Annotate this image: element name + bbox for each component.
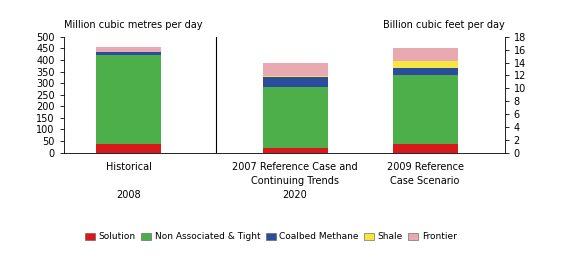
Bar bbox=[393, 144, 458, 153]
Bar bbox=[393, 48, 458, 61]
Bar bbox=[96, 47, 161, 52]
Text: Billion cubic feet per day: Billion cubic feet per day bbox=[383, 20, 505, 30]
Bar bbox=[263, 63, 328, 76]
Text: 2007 Reference Case and
Continuing Trends
2020: 2007 Reference Case and Continuing Trend… bbox=[232, 162, 358, 200]
Bar bbox=[263, 87, 328, 148]
Text: 2009 Reference
Case Scenario: 2009 Reference Case Scenario bbox=[387, 162, 463, 200]
Bar bbox=[263, 148, 328, 153]
Bar bbox=[96, 52, 161, 55]
Legend: Solution, Non Associated & Tight, Coalbed Methane, Shale, Frontier: Solution, Non Associated & Tight, Coalbe… bbox=[81, 229, 461, 245]
Bar bbox=[393, 75, 458, 144]
Bar bbox=[96, 55, 161, 144]
Text: Million cubic metres per day: Million cubic metres per day bbox=[64, 20, 202, 30]
Text: Historical

2008: Historical 2008 bbox=[106, 162, 152, 200]
Bar bbox=[96, 144, 161, 153]
Bar bbox=[393, 68, 458, 75]
Bar bbox=[263, 77, 328, 87]
Bar bbox=[393, 61, 458, 68]
Bar bbox=[263, 76, 328, 77]
